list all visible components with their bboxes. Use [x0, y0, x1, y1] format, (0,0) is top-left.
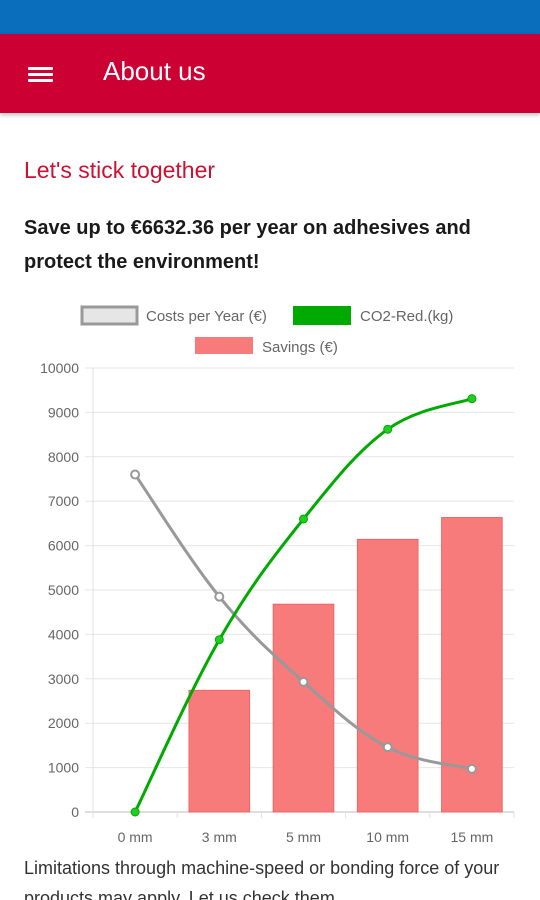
y-tick-label: 0	[71, 804, 79, 820]
x-tick-label: 5 mm	[286, 829, 321, 845]
x-tick-label: 0 mm	[118, 829, 153, 845]
y-tick-label: 5000	[48, 582, 79, 598]
about-content[interactable]: Let's stick together Save up to €6632.36…	[0, 113, 540, 900]
legend-co2-label: CO2-Red.(kg)	[360, 308, 453, 325]
status-bar	[0, 0, 540, 34]
co2-point	[299, 514, 308, 524]
y-tick-label: 2000	[48, 715, 79, 731]
costs-point	[214, 591, 225, 602]
savings-headline: Save up to €6632.36 per year on adhesive…	[24, 217, 471, 273]
costs-point	[130, 469, 141, 480]
hamburger-menu-icon[interactable]	[18, 54, 62, 94]
y-tick-label: 10000	[40, 360, 79, 376]
y-tick-label: 9000	[48, 404, 79, 420]
x-tick-label: 15 mm	[451, 829, 494, 845]
limitations-text: Limitations through machine-speed or bon…	[24, 858, 500, 900]
y-tick-label: 7000	[48, 493, 79, 509]
y-tick-label: 8000	[48, 449, 79, 465]
legend-costs-swatch	[80, 305, 139, 326]
legend-savings-swatch	[195, 337, 253, 354]
savings-bar	[272, 603, 335, 813]
x-tick-label: 10 mm	[366, 829, 409, 845]
y-tick-label: 3000	[48, 671, 79, 687]
co2-point	[130, 807, 140, 817]
savings-bar	[356, 538, 419, 813]
x-tick-label: 3 mm	[202, 829, 237, 845]
legend-savings-label: Savings (€)	[262, 339, 338, 356]
y-tick-label: 6000	[48, 538, 79, 554]
savings-bar	[188, 689, 251, 813]
co2-point	[467, 394, 477, 404]
legend-costs-label: Costs per Year (€)	[146, 308, 267, 325]
co2-point	[214, 635, 224, 645]
chart-svg: 0 1000 2000 3000 4000 5000 6000 7000 8000 9000 100…	[40, 305, 515, 845]
page-title: About us	[103, 56, 206, 86]
costs-line	[133, 473, 473, 771]
costs-point	[298, 676, 309, 687]
costs-point	[466, 763, 477, 774]
costs-point	[382, 742, 393, 753]
app-bar: About us	[0, 34, 540, 113]
legend-co2-swatch	[293, 306, 351, 325]
y-tick-label: 1000	[48, 760, 79, 776]
y-tick-label: 4000	[48, 626, 79, 642]
co2-point	[383, 424, 393, 434]
savings-chart: 0 1000 2000 3000 4000 5000 6000 7000 8000 9000 100…	[0, 296, 540, 856]
savings-bar	[441, 517, 503, 813]
section-title: Let's stick together	[24, 157, 216, 183]
co2-line	[133, 397, 473, 813]
